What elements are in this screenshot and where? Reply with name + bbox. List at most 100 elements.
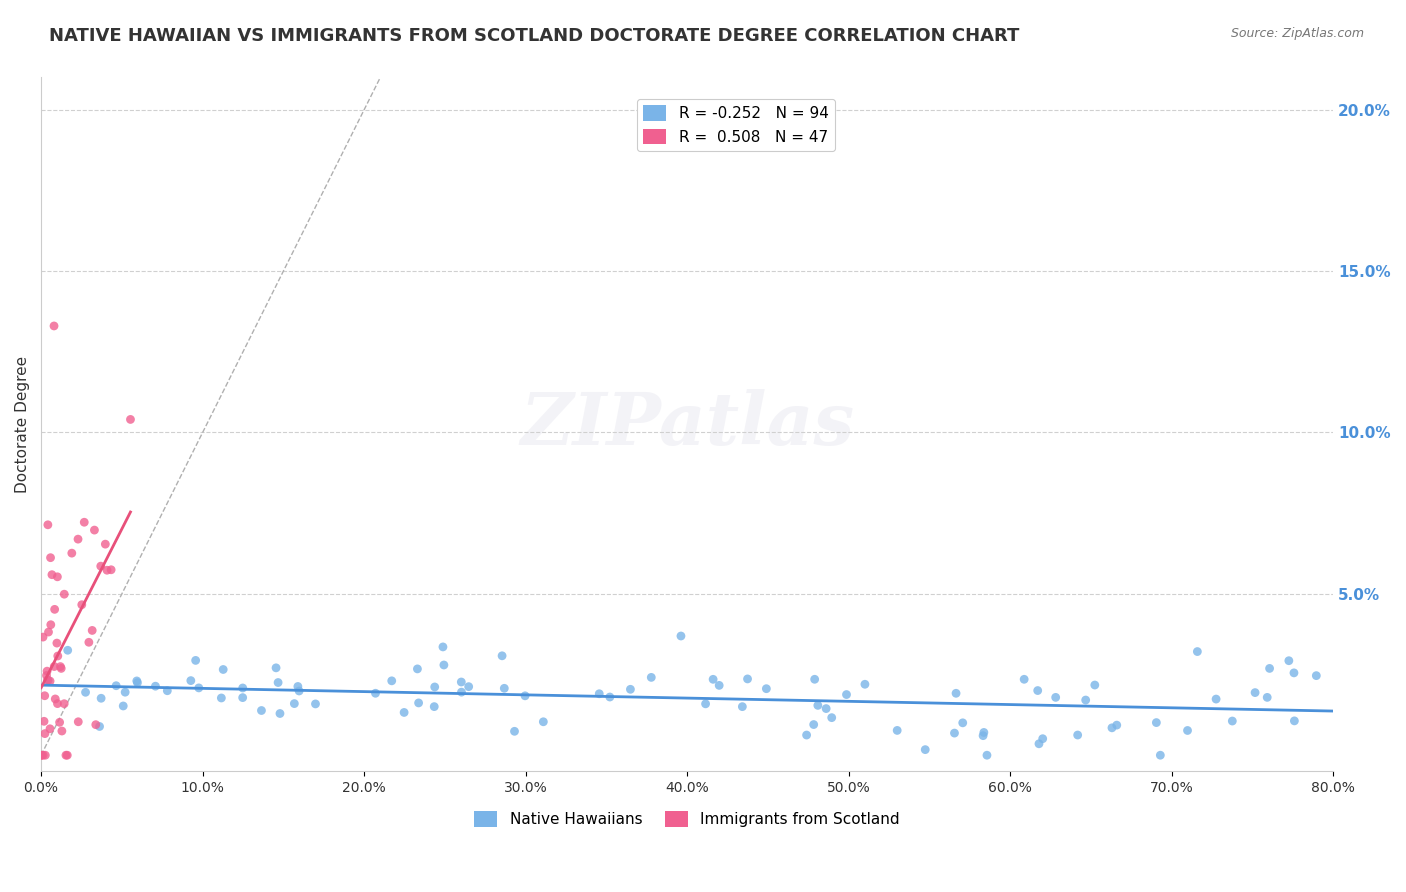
Point — [60, 546, 83, 560]
Point — [1278, 654, 1301, 668]
Point — [737, 672, 759, 686]
Point — [973, 725, 995, 739]
Point — [37, 673, 59, 688]
Point — [37, 673, 59, 687]
Point — [1258, 661, 1281, 675]
Point — [1074, 693, 1097, 707]
Point — [914, 742, 936, 756]
Point — [976, 748, 998, 763]
Point — [1149, 748, 1171, 763]
Point — [37, 517, 59, 532]
Point — [53, 697, 76, 711]
Point — [695, 697, 717, 711]
Point — [503, 724, 526, 739]
Point — [1244, 685, 1267, 699]
Point — [39, 674, 62, 689]
Point — [105, 679, 128, 693]
Point — [44, 659, 66, 673]
Point — [96, 563, 118, 577]
Point — [30, 748, 52, 763]
Point — [288, 684, 311, 698]
Point — [1220, 714, 1243, 728]
Point — [56, 748, 79, 763]
Point — [943, 726, 966, 740]
Point — [232, 681, 254, 695]
Point — [42, 318, 65, 333]
Point — [31, 748, 53, 763]
Point — [84, 717, 107, 731]
Point — [39, 617, 62, 632]
Point — [67, 714, 90, 729]
Point — [513, 689, 536, 703]
Point — [35, 668, 58, 682]
Point — [1066, 728, 1088, 742]
Point — [46, 697, 69, 711]
Point — [304, 697, 326, 711]
Point — [755, 681, 778, 696]
Point — [90, 691, 112, 706]
Point — [145, 679, 167, 693]
Point — [408, 696, 430, 710]
Point — [1032, 731, 1054, 746]
Point — [44, 692, 66, 706]
Point — [34, 689, 56, 703]
Point — [45, 636, 67, 650]
Point — [269, 706, 291, 721]
Point — [1205, 692, 1227, 706]
Point — [835, 688, 858, 702]
Point — [1305, 668, 1327, 682]
Point — [709, 678, 731, 692]
Point — [73, 515, 96, 529]
Point — [450, 675, 472, 690]
Point — [1026, 683, 1049, 698]
Point — [886, 723, 908, 738]
Point — [34, 748, 56, 763]
Point — [114, 685, 136, 699]
Point — [494, 681, 516, 696]
Text: ZIPatlas: ZIPatlas — [520, 389, 855, 460]
Point — [51, 661, 73, 675]
Point — [48, 715, 70, 730]
Point — [75, 685, 97, 699]
Text: Source: ZipAtlas.com: Source: ZipAtlas.com — [1230, 27, 1364, 40]
Point — [803, 673, 825, 687]
Point — [56, 643, 79, 657]
Point — [815, 701, 838, 715]
Point — [853, 677, 876, 691]
Point — [187, 681, 209, 695]
Point — [184, 653, 207, 667]
Point — [433, 658, 456, 673]
Point — [83, 523, 105, 537]
Point — [669, 629, 692, 643]
Point — [531, 714, 554, 729]
Legend: Native Hawaiians, Immigrants from Scotland: Native Hawaiians, Immigrants from Scotla… — [468, 805, 905, 833]
Point — [41, 567, 63, 582]
Point — [156, 683, 179, 698]
Point — [952, 715, 974, 730]
Point — [1028, 737, 1050, 751]
Point — [432, 640, 454, 654]
Point — [267, 675, 290, 690]
Point — [1256, 690, 1278, 705]
Point — [32, 630, 55, 644]
Point — [66, 532, 89, 546]
Point — [945, 686, 967, 700]
Point — [125, 673, 148, 688]
Point — [796, 728, 818, 742]
Point — [55, 748, 77, 763]
Point — [53, 587, 76, 601]
Point — [264, 661, 287, 675]
Point — [1282, 665, 1305, 680]
Point — [100, 563, 122, 577]
Point — [120, 412, 142, 426]
Point — [381, 673, 404, 688]
Point — [46, 570, 69, 584]
Point — [212, 663, 235, 677]
Point — [37, 625, 59, 640]
Point — [599, 690, 621, 704]
Point — [457, 680, 479, 694]
Point — [972, 729, 994, 743]
Point — [49, 659, 72, 673]
Point — [1187, 644, 1209, 658]
Point — [1084, 678, 1107, 692]
